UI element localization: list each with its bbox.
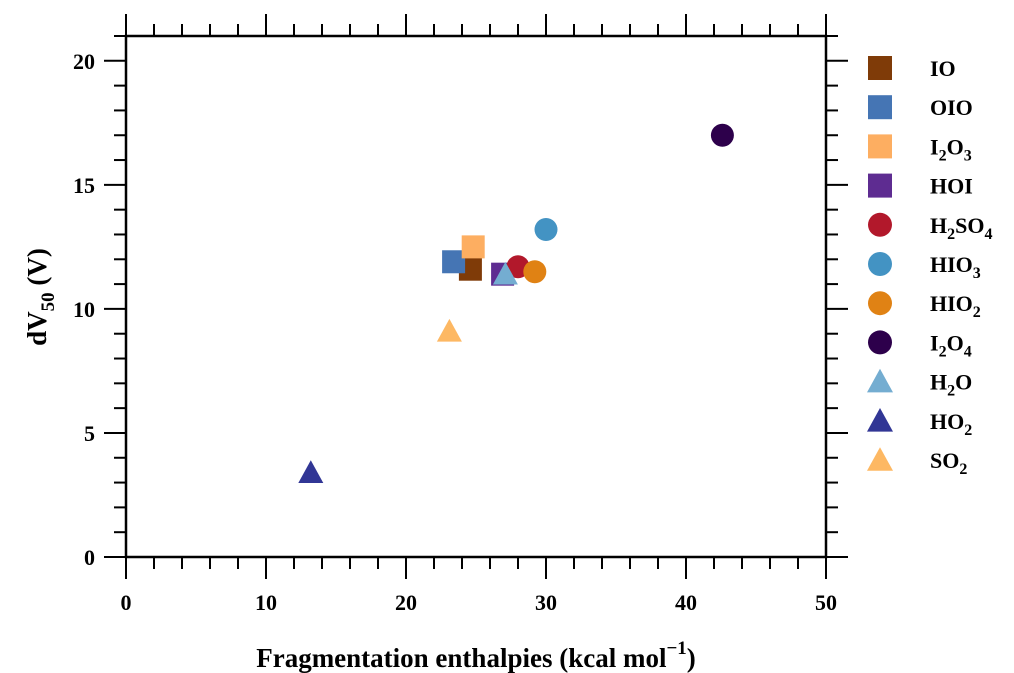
legend-label-h2o: H2O <box>930 370 972 400</box>
legend-marker-ho2 <box>867 408 893 432</box>
data-point-i2o4 <box>710 123 734 147</box>
legend-label-i2o3: I2O3 <box>930 134 972 164</box>
data-point-hio3 <box>534 218 558 242</box>
legend-marker-oio <box>868 95 892 120</box>
axes: 0 10 20 30 40 50 0 5 10 15 20 <box>73 14 848 615</box>
legend-label-hio3: HIO3 <box>930 252 981 282</box>
legend-label-h2so4: H2SO4 <box>930 213 992 243</box>
x-tick-label: 10 <box>255 590 277 615</box>
x-tick-label: 50 <box>815 590 837 615</box>
y-axis-title: dV50 (V) <box>22 248 59 346</box>
legend-marker-i2o4 <box>868 330 892 355</box>
plot-frame <box>124 34 828 559</box>
y-tick-label: 20 <box>73 49 95 74</box>
legend-label-so2: SO2 <box>930 448 967 478</box>
x-axis-title: Fragmentation enthalpies (kcal mol−1) <box>256 638 696 673</box>
data-point-h2o <box>492 261 518 285</box>
data-point-i2o3 <box>461 235 485 259</box>
legend-marker-io <box>868 56 892 80</box>
data-point-ho2 <box>298 460 324 483</box>
data-point-hio2 <box>523 260 547 284</box>
legend-marker-hoi <box>868 173 892 198</box>
legend-marker-h2o <box>867 368 893 393</box>
data-point-so2 <box>436 318 462 342</box>
legend: IO OIO I2O3 HOI H2SO4 HIO3 HIO2 I2O4 H2O HO2 SO2 <box>867 56 992 478</box>
y-tick-label: 0 <box>84 545 95 570</box>
legend-label-oio: OIO <box>930 95 973 120</box>
legend-marker-hio2 <box>868 291 892 316</box>
y-tick-label: 10 <box>73 297 95 322</box>
y-tick-label: 15 <box>73 173 95 198</box>
y-tick-label: 5 <box>84 421 95 446</box>
legend-label-ho2: HO2 <box>930 409 972 439</box>
legend-marker-so2 <box>867 447 893 471</box>
x-tick-label: 20 <box>395 590 417 615</box>
legend-label-io: IO <box>930 56 956 81</box>
x-tick-label: 40 <box>675 590 697 615</box>
data-points <box>298 123 734 483</box>
legend-marker-hio3 <box>868 252 892 276</box>
x-tick-label: 30 <box>535 590 557 615</box>
legend-label-hoi: HOI <box>930 174 973 199</box>
legend-marker-h2so4 <box>868 212 892 237</box>
data-point-oio <box>442 250 466 274</box>
x-tick-label: 0 <box>121 590 132 615</box>
legend-label-hio2: HIO2 <box>930 291 981 321</box>
legend-marker-i2o3 <box>868 134 892 159</box>
legend-label-i2o4: I2O4 <box>930 330 972 360</box>
